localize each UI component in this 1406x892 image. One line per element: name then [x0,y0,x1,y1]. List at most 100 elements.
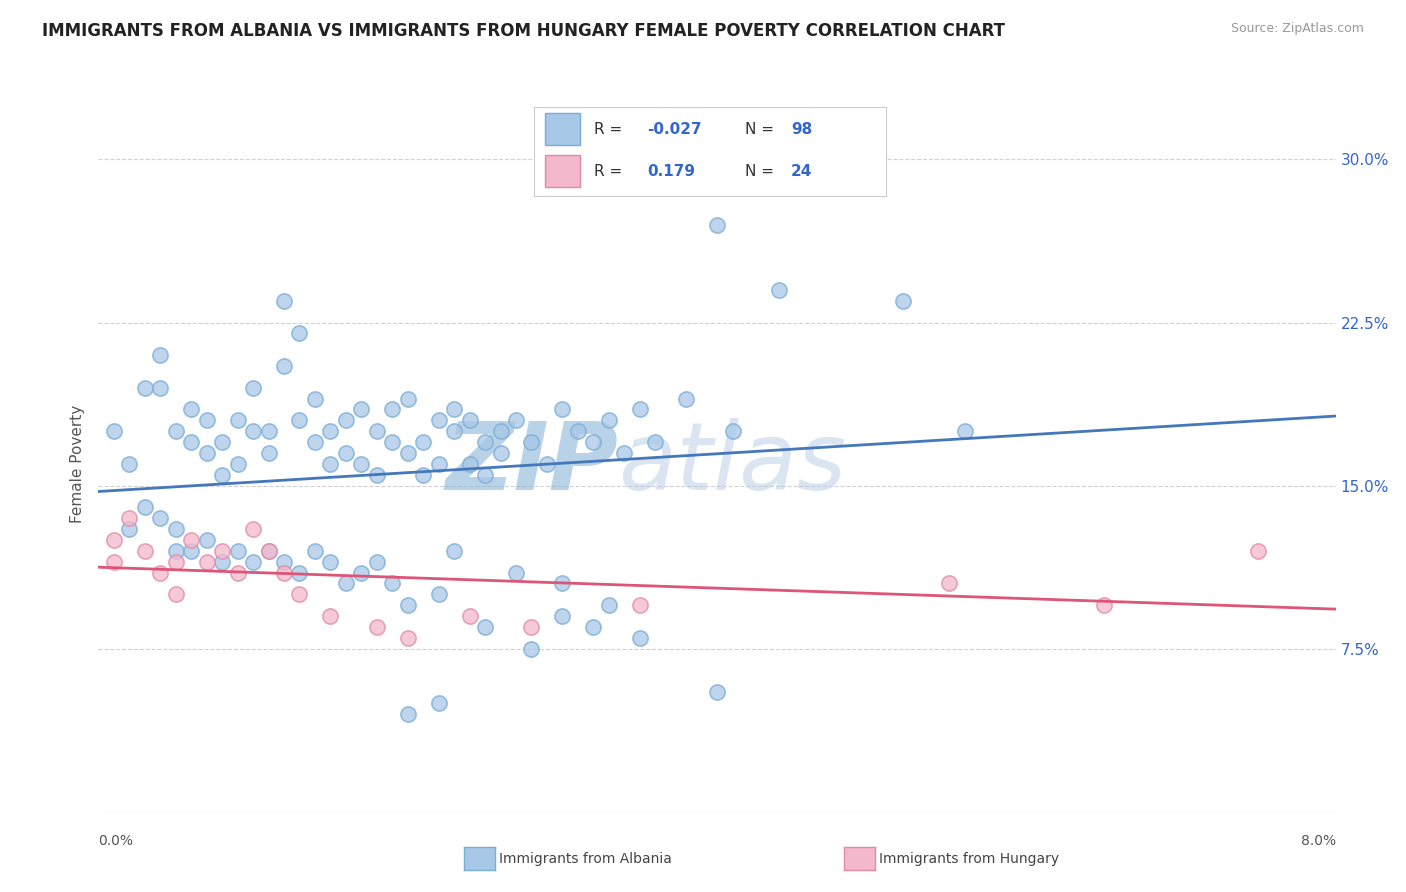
Point [288,413,311,427]
Point [396,706,419,721]
Text: 24: 24 [790,164,813,178]
Point [675,392,697,406]
Text: Source: ZipAtlas.com: Source: ZipAtlas.com [1230,22,1364,36]
Point [195,533,218,547]
Bar [544,113,579,145]
Point [211,544,233,558]
Point [412,467,434,482]
Point [381,576,404,591]
Point [366,555,388,569]
Point [288,587,311,601]
Point [319,555,342,569]
Point [489,446,512,460]
Point [768,283,790,297]
Point [180,435,202,450]
Point [118,522,141,536]
Point [319,457,342,471]
Point [366,620,388,634]
Point [195,413,218,427]
Point [427,413,450,427]
Point [134,381,156,395]
Point [304,392,326,406]
Point [335,413,357,427]
Point [195,555,218,569]
Point [366,467,388,482]
Point [273,359,295,373]
Point [891,293,914,308]
Bar [544,155,579,187]
Point [226,457,249,471]
Point [242,522,264,536]
Point [381,435,404,450]
Point [1092,598,1115,612]
Point [165,522,187,536]
Point [180,544,202,558]
Point [613,446,636,460]
Point [520,435,543,450]
Point [536,457,558,471]
Point [644,435,666,450]
Point [396,392,419,406]
Point [706,685,728,699]
Point [319,424,342,438]
Point [582,435,605,450]
Text: R =: R = [593,122,627,136]
Point [165,544,187,558]
Text: 98: 98 [790,122,813,136]
Point [273,293,295,308]
Point [103,555,125,569]
Point [149,348,172,362]
Point [474,620,496,634]
Point [273,555,295,569]
Point [304,544,326,558]
Point [288,566,311,580]
Text: Immigrants from Hungary: Immigrants from Hungary [879,852,1059,866]
Point [288,326,311,341]
Point [257,544,280,558]
Point [381,402,404,417]
Point [257,446,280,460]
Point [149,511,172,525]
Point [830,153,852,167]
Point [319,609,342,624]
Point [458,413,481,427]
Point [458,457,481,471]
Point [628,402,651,417]
Point [350,402,373,417]
Text: IMMIGRANTS FROM ALBANIA VS IMMIGRANTS FROM HUNGARY FEMALE POVERTY CORRELATION CH: IMMIGRANTS FROM ALBANIA VS IMMIGRANTS FR… [42,22,1005,40]
Point [211,435,233,450]
Point [134,544,156,558]
Point [443,424,465,438]
Point [489,424,512,438]
Point [304,435,326,450]
Point [366,424,388,438]
Point [335,576,357,591]
Point [180,402,202,417]
Point [350,457,373,471]
Point [427,587,450,601]
Text: R =: R = [593,164,627,178]
Point [520,620,543,634]
Point [551,402,574,417]
Point [628,598,651,612]
Text: -0.027: -0.027 [647,122,702,136]
Text: atlas: atlas [619,418,846,509]
Text: ZIP: ZIP [446,417,619,510]
Point [443,402,465,417]
Point [149,566,172,580]
Point [598,413,620,427]
Point [335,446,357,460]
Point [273,566,295,580]
Point [211,555,233,569]
Text: Immigrants from Albania: Immigrants from Albania [499,852,672,866]
Point [582,620,605,634]
Point [226,566,249,580]
Point [458,609,481,624]
Point [551,576,574,591]
Point [165,587,187,601]
Point [427,696,450,710]
Point [412,435,434,450]
Point [706,218,728,232]
Point [567,424,589,438]
Point [721,424,744,438]
